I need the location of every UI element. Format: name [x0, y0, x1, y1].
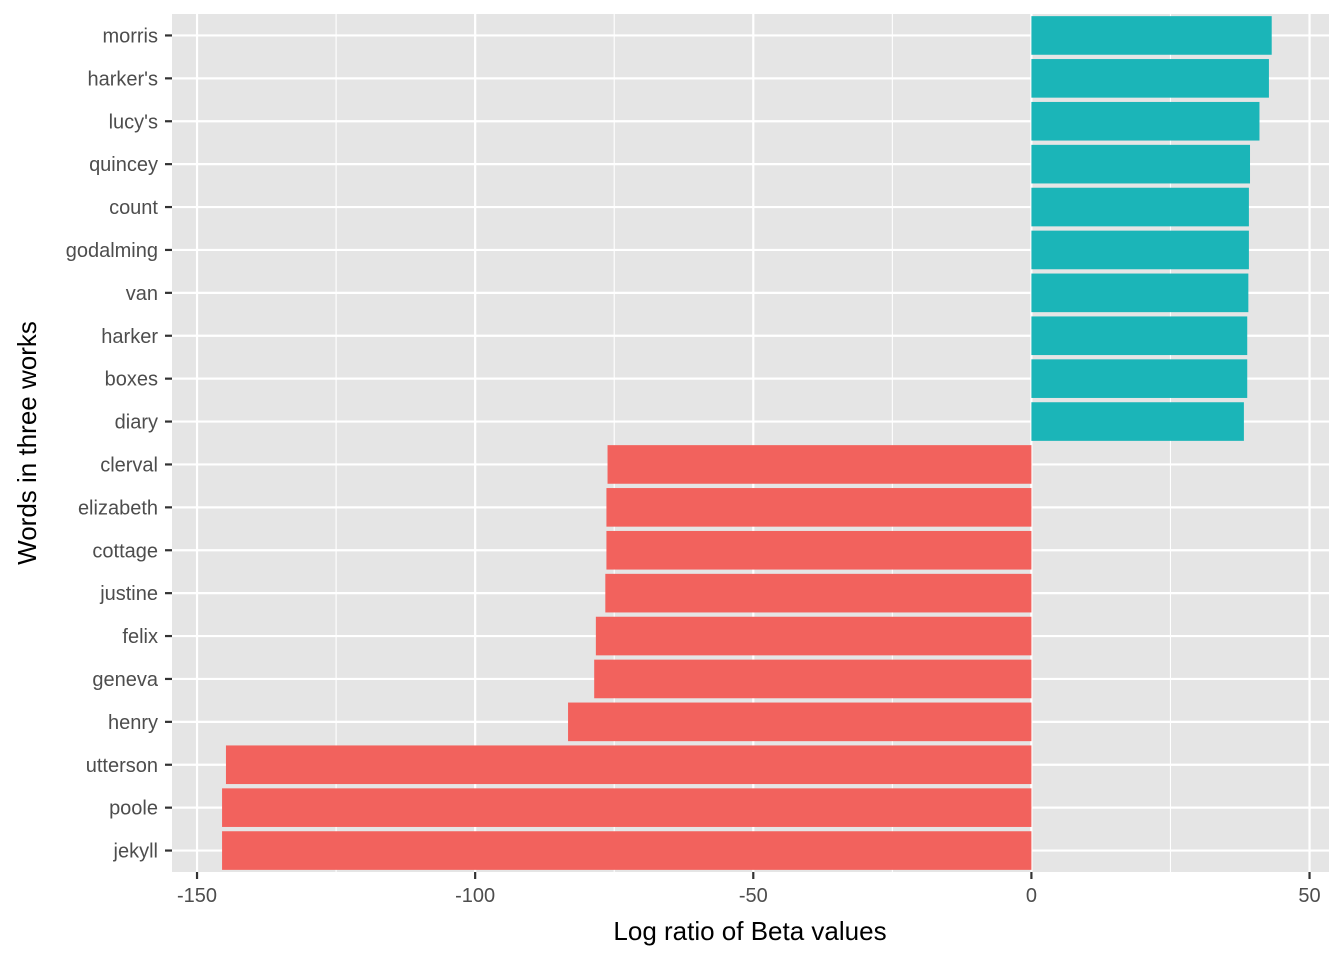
- y-tick-label: boxes: [105, 369, 158, 391]
- bar-morris: [1031, 16, 1272, 55]
- bar-cottage: [606, 530, 1032, 570]
- y-tick-label: felix: [122, 626, 158, 648]
- bar-boxes: [1031, 359, 1248, 398]
- bar-godalming: [1031, 230, 1249, 270]
- x-tick-label: 50: [1298, 885, 1320, 907]
- y-tick-label: count: [109, 197, 158, 219]
- y-tick-label: geneva: [92, 669, 158, 691]
- bar-van: [1031, 273, 1249, 313]
- y-tick-label: harker: [101, 326, 158, 348]
- bar-harker's: [1031, 59, 1269, 98]
- y-tick-label: cottage: [92, 540, 158, 562]
- y-axis: morris harker's lucy's quincey count godalmin…: [66, 25, 172, 863]
- y-tick-label: van: [126, 283, 158, 305]
- y-tick-label: poole: [109, 798, 158, 820]
- x-tick-label: -50: [739, 885, 768, 907]
- plot-panel: [172, 14, 1329, 872]
- x-axis-title: Log ratio of Beta values: [613, 916, 886, 946]
- bar-geneva: [594, 659, 1032, 699]
- y-tick-label: justine: [99, 583, 158, 605]
- bar-elizabeth: [606, 488, 1032, 527]
- y-tick-label: elizabeth: [78, 497, 158, 519]
- bar-diary: [1031, 402, 1244, 441]
- bar-henry: [568, 702, 1032, 742]
- bar-clerval: [607, 445, 1032, 484]
- y-tick-label: lucy's: [109, 111, 158, 133]
- bars: [222, 16, 1272, 870]
- bar-quincey: [1031, 144, 1251, 184]
- bar-utterson: [225, 745, 1032, 785]
- y-tick-label: morris: [102, 25, 158, 47]
- y-tick-label: godalming: [66, 240, 158, 262]
- bar-harker: [1031, 316, 1248, 356]
- x-tick-label: -150: [177, 885, 217, 907]
- bar-justine: [605, 573, 1032, 613]
- x-tick-label: -100: [455, 885, 495, 907]
- y-tick-label: utterson: [86, 755, 158, 777]
- x-axis: -150 -100 -50 0 50: [177, 872, 1321, 907]
- y-tick-label: diary: [115, 412, 158, 434]
- bar-felix: [595, 616, 1032, 656]
- x-tick-label: 0: [1026, 885, 1037, 907]
- y-tick-label: quincey: [89, 154, 158, 176]
- bar-lucy's: [1031, 101, 1260, 141]
- y-tick-label: henry: [108, 712, 158, 734]
- y-axis-title: Words in three works: [12, 321, 42, 565]
- bar-count: [1031, 187, 1249, 227]
- bar-poole: [222, 788, 1032, 827]
- y-tick-label: harker's: [87, 68, 158, 90]
- y-tick-label: jekyll: [113, 841, 158, 863]
- bar-jekyll: [222, 831, 1032, 870]
- y-tick-label: clerval: [100, 454, 158, 476]
